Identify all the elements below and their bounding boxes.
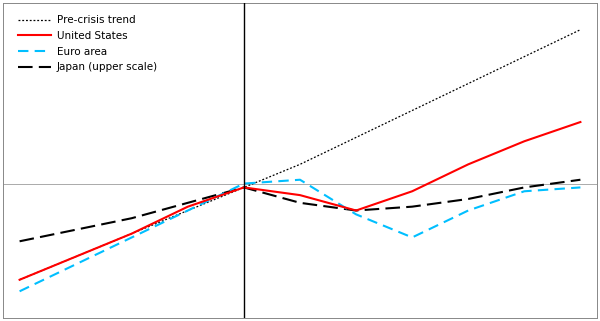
- Legend: Pre-crisis trend, United States, Euro area, Japan (upper scale): Pre-crisis trend, United States, Euro ar…: [14, 11, 162, 77]
